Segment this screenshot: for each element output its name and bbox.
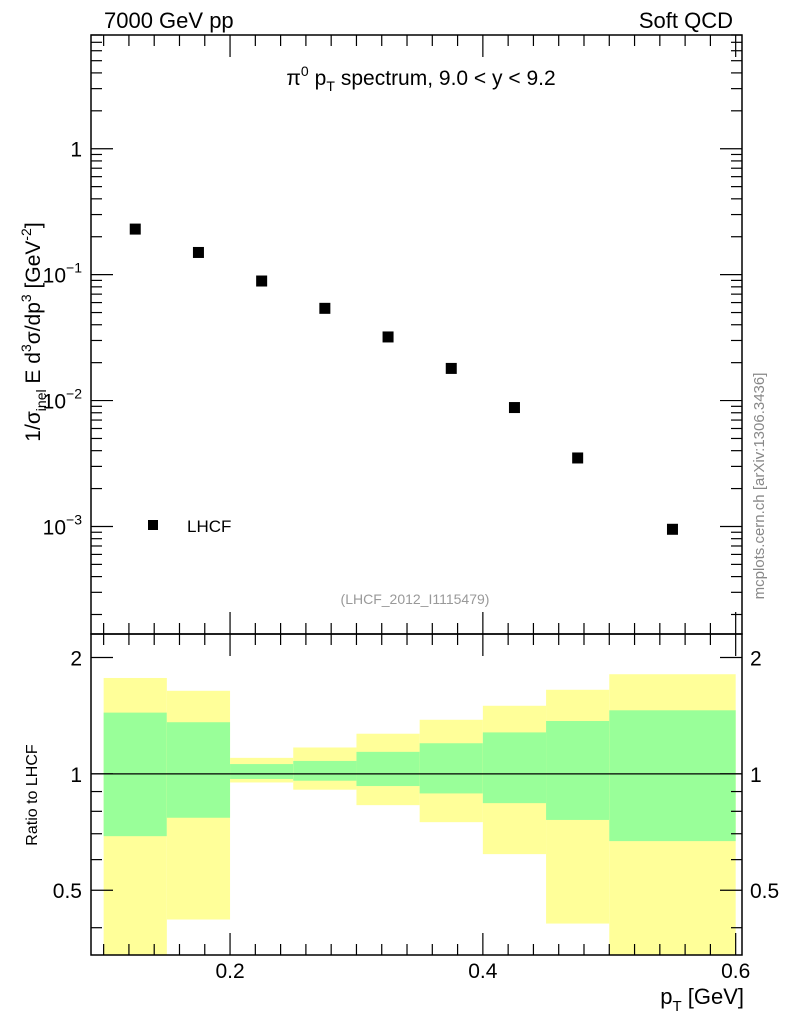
ratio-band-green: [230, 764, 294, 779]
title-rest: spectrum, 9.0 < y < 9.2: [341, 67, 556, 90]
ratio-y-tick-label-right: 2: [750, 647, 762, 670]
tick-label-base: 10: [43, 265, 66, 288]
xlabel-unit: [GeV]: [682, 984, 744, 1009]
data-point: [508, 402, 520, 414]
main-panel: π0 pT spectrum, 9.0 < y < 9.2 1/σinel E d3…: [18, 34, 743, 635]
ratio-band-green: [356, 751, 420, 787]
xlabel-sub: T: [672, 998, 681, 1015]
ratio-bands: [103, 674, 736, 955]
main-data-points: [129, 223, 678, 535]
ratio-tick-labels: 2 2 1 1 0.5 0.5 0.2 0.4 0.6: [53, 647, 779, 983]
data-point: [445, 362, 457, 374]
header-left: 7000 GeV pp: [104, 8, 234, 33]
ratio-y-tick-label: 1: [70, 764, 82, 787]
data-point: [319, 302, 331, 314]
watermark: mcplots.cern.ch [arXiv:1306.3436]: [751, 373, 768, 600]
ylabel-cube1: 3: [18, 344, 34, 352]
data-point: [666, 523, 678, 535]
ratio-x-tick-label: 0.4: [468, 960, 498, 983]
ylabel-d: [GeV: [22, 241, 45, 295]
xlabel-p: p: [660, 984, 672, 1009]
ylabel-exp: -2: [18, 228, 34, 241]
data-point: [129, 223, 141, 235]
main-y-tick-labels: 110−110−210−3: [43, 139, 83, 540]
analysis-label: (LHCF_2012_I1115479): [341, 591, 490, 607]
tick-label-base: 10: [43, 516, 66, 539]
ratio-frame: [90, 633, 743, 956]
legend-label: LHCF: [187, 517, 231, 536]
tick-label-base: 1: [70, 139, 82, 162]
title-p: p: [315, 67, 327, 90]
main-y-tick-label: 10−3: [43, 511, 83, 539]
main-y-tick-label: 10−1: [43, 260, 83, 288]
ratio-band-green: [609, 710, 736, 842]
ylabel-cube2: 3: [18, 294, 34, 302]
ylabel-inel: inel: [33, 389, 49, 411]
ratio-band-green: [482, 732, 547, 804]
main-ylabel: 1/σinel E d3σ/dp3 [GeV-2]: [18, 222, 49, 441]
ratio-axis-ticks: [91, 634, 742, 955]
ratio-band-green: [546, 720, 610, 820]
title-pi-sup: 0: [301, 63, 309, 79]
tick-label-exponent: −2: [66, 386, 82, 402]
ratio-x-tick-label: 0.6: [721, 960, 750, 983]
main-axis-ticks: [91, 34, 742, 634]
main-y-tick-label: 1: [70, 139, 82, 162]
ratio-x-tick-label: 0.2: [215, 960, 244, 983]
ylabel-e: ]: [22, 222, 45, 228]
ratio-y-tick-label-right: 1: [750, 764, 762, 787]
legend-marker: [148, 520, 158, 530]
ratio-y-tick-label-right: 0.5: [750, 880, 779, 903]
tick-label-exponent: −1: [66, 260, 82, 276]
main-title: π0 pT spectrum, 9.0 < y < 9.2: [286, 63, 555, 94]
data-point: [572, 452, 584, 464]
data-point: [192, 246, 204, 258]
ratio-xlabel: pT [GeV]: [660, 984, 744, 1015]
main-frame: [90, 34, 743, 635]
tick-label-exponent: −3: [66, 511, 82, 527]
ratio-y-tick-label: 2: [70, 647, 82, 670]
data-point: [256, 275, 268, 287]
ratio-band-green: [419, 743, 483, 794]
ratio-y-tick-label: 0.5: [53, 880, 82, 903]
ratio-band-green: [166, 722, 231, 818]
ratio-band-green: [293, 760, 357, 781]
ylabel-b: E d: [22, 352, 45, 389]
ratio-panel: 2 2 1 1 0.5 0.5 0.2 0.4 0.6 Ratio to LHCF pT [Ge…: [24, 633, 779, 1015]
ylabel-a: 1/σ: [22, 411, 45, 442]
ratio-ylabel: Ratio to LHCF: [24, 744, 41, 846]
ylabel-c: σ/dp: [22, 302, 45, 344]
data-point: [382, 331, 394, 343]
main-y-tick-label: 10−2: [43, 386, 83, 414]
title-p-sub: T: [326, 78, 335, 94]
tick-label-base: 10: [43, 391, 66, 414]
title-pi: π: [286, 67, 301, 90]
header-right: Soft QCD: [639, 8, 733, 33]
